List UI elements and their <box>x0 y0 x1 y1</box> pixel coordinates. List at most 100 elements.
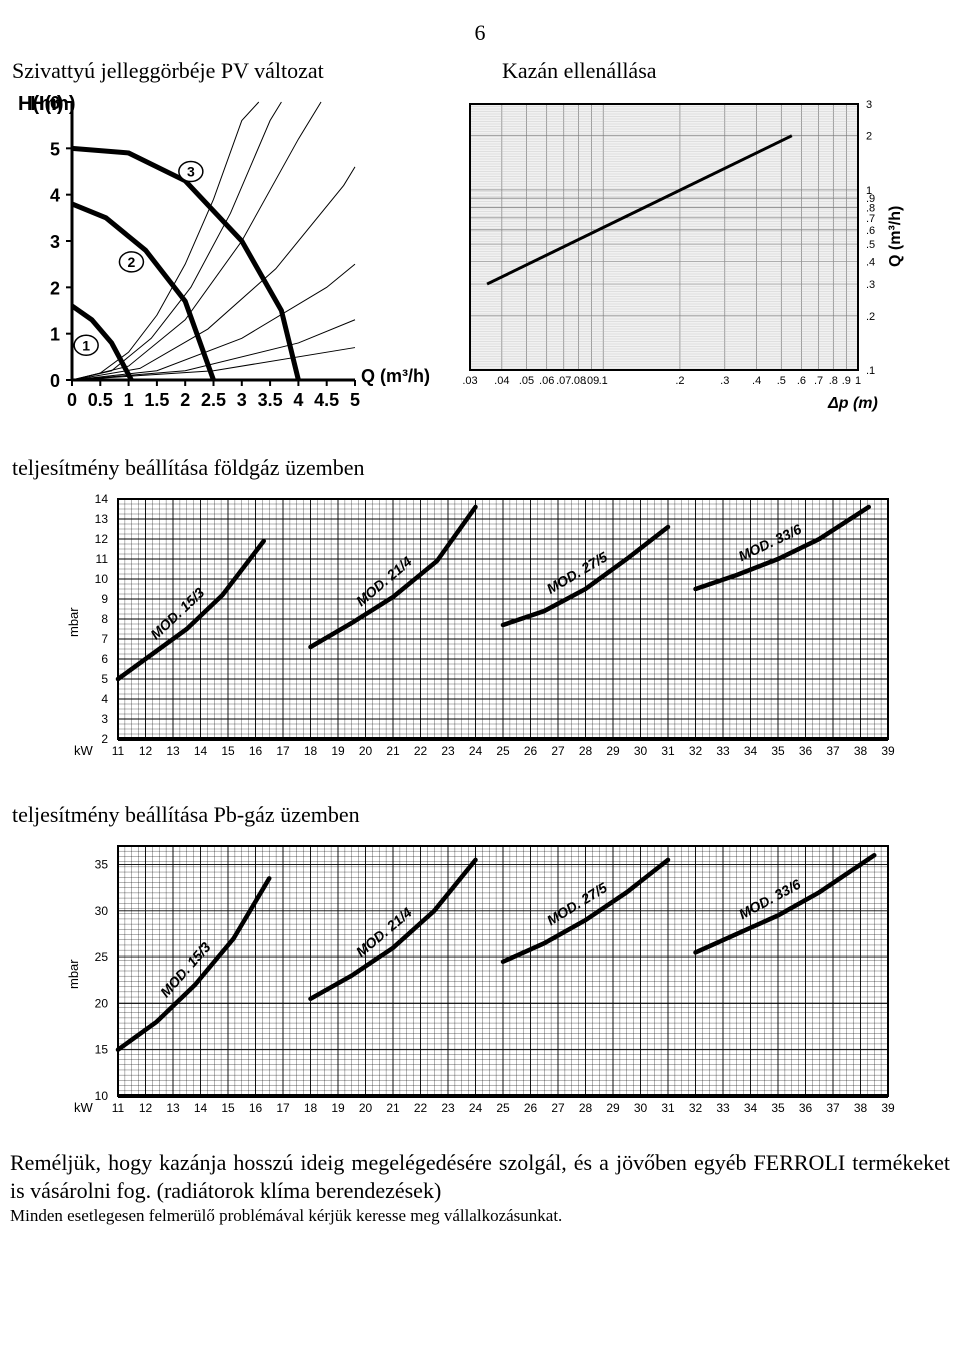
svg-text:1: 1 <box>855 375 861 387</box>
svg-text:30: 30 <box>634 744 648 758</box>
svg-text:1: 1 <box>50 325 60 345</box>
heading-pump-curve: Szivattyú jelleggörbéje PV változat <box>10 58 482 84</box>
svg-text:32: 32 <box>689 1101 703 1115</box>
svg-text:22: 22 <box>414 1101 428 1115</box>
heading-lpg: teljesítmény beállítása Pb-gáz üzemben <box>12 802 950 828</box>
svg-text:29: 29 <box>606 744 620 758</box>
svg-text:MOD. 27/5: MOD. 27/5 <box>544 548 611 596</box>
svg-text:33: 33 <box>716 1101 730 1115</box>
svg-text:14: 14 <box>194 744 208 758</box>
svg-text:0: 0 <box>50 371 60 391</box>
svg-text:35: 35 <box>771 1101 785 1115</box>
svg-text:27: 27 <box>551 744 565 758</box>
svg-text:31: 31 <box>661 744 675 758</box>
svg-text:.8: .8 <box>829 375 838 387</box>
svg-text:4: 4 <box>50 186 60 206</box>
svg-text:20: 20 <box>359 1101 373 1115</box>
svg-text:26: 26 <box>524 1101 538 1115</box>
svg-text:36: 36 <box>799 744 813 758</box>
svg-text:19: 19 <box>331 744 345 758</box>
svg-text:3: 3 <box>237 390 247 410</box>
svg-text:29: 29 <box>606 1101 620 1115</box>
svg-text:19: 19 <box>331 1101 345 1115</box>
svg-text:12: 12 <box>139 1101 153 1115</box>
heading-boiler-resistance: Kazán ellenállása <box>482 58 960 84</box>
svg-text:.2: .2 <box>866 311 875 323</box>
svg-text:.4: .4 <box>752 375 761 387</box>
svg-text:0: 0 <box>67 390 77 410</box>
svg-text:1: 1 <box>124 390 134 410</box>
svg-text:34: 34 <box>744 1101 758 1115</box>
svg-text:.6: .6 <box>797 375 806 387</box>
top-heading-row: Szivattyú jelleggörbéje PV változat Kazá… <box>10 58 950 84</box>
svg-text:22: 22 <box>414 744 428 758</box>
svg-text:28: 28 <box>579 744 593 758</box>
svg-text:mbar: mbar <box>66 607 81 637</box>
svg-text:4: 4 <box>293 390 303 410</box>
svg-text:16: 16 <box>249 744 263 758</box>
svg-text:.5: .5 <box>777 375 786 387</box>
svg-text:2: 2 <box>180 390 190 410</box>
svg-text:.09: .09 <box>584 375 599 387</box>
svg-text:MOD. 33/6: MOD. 33/6 <box>736 521 804 565</box>
svg-text:15: 15 <box>221 744 235 758</box>
svg-text:17: 17 <box>276 1101 290 1115</box>
svg-text:30: 30 <box>634 1101 648 1115</box>
heading-natural-gas: teljesítmény beállítása földgáz üzemben <box>12 455 950 481</box>
svg-text:9: 9 <box>101 592 108 606</box>
svg-text:35: 35 <box>771 744 785 758</box>
svg-text:5: 5 <box>350 390 360 410</box>
svg-text:5: 5 <box>101 672 108 686</box>
svg-text:24: 24 <box>469 1101 483 1115</box>
pump-curve-chart: 012345600.511.522.533.544.55123H(m)Q (m³… <box>10 92 440 427</box>
svg-text:.2: .2 <box>675 375 684 387</box>
svg-text:25: 25 <box>496 1101 510 1115</box>
svg-text:39: 39 <box>881 1101 895 1115</box>
svg-text:15: 15 <box>221 1101 235 1115</box>
footer-text-sub: Minden esetlegesen felmerülő problémával… <box>10 1206 950 1226</box>
svg-text:.07: .07 <box>556 375 571 387</box>
svg-text:0.5: 0.5 <box>88 390 113 410</box>
lpg-chart: 1015202530351112131415161718192021222324… <box>60 836 950 1131</box>
svg-text:21: 21 <box>386 744 400 758</box>
svg-text:.6: .6 <box>866 225 875 237</box>
svg-text:.04: .04 <box>494 375 509 387</box>
svg-text:2.5: 2.5 <box>201 390 226 410</box>
svg-text:14: 14 <box>194 1101 208 1115</box>
svg-text:32: 32 <box>689 744 703 758</box>
svg-text:MOD. 27/5: MOD. 27/5 <box>544 879 610 928</box>
svg-text:7: 7 <box>101 632 108 646</box>
svg-text:mbar: mbar <box>66 959 81 989</box>
natural-gas-chart: 2345678910111213141112131415161718192021… <box>60 489 950 774</box>
svg-text:.1: .1 <box>599 375 608 387</box>
svg-text:13: 13 <box>166 744 180 758</box>
svg-text:36: 36 <box>799 1101 813 1115</box>
svg-text:20: 20 <box>359 744 373 758</box>
svg-text:18: 18 <box>304 744 318 758</box>
svg-text:2: 2 <box>50 278 60 298</box>
svg-text:H(m): H(m) <box>18 93 64 115</box>
svg-text:35: 35 <box>95 858 109 872</box>
svg-text:37: 37 <box>826 1101 840 1115</box>
svg-text:4: 4 <box>101 692 108 706</box>
svg-text:2: 2 <box>128 254 136 270</box>
svg-text:.3: .3 <box>720 375 729 387</box>
svg-text:17: 17 <box>276 744 290 758</box>
svg-text:25: 25 <box>95 950 109 964</box>
svg-text:.05: .05 <box>519 375 534 387</box>
svg-text:37: 37 <box>826 744 840 758</box>
svg-text:3.5: 3.5 <box>258 390 283 410</box>
page-number: 6 <box>10 20 950 46</box>
svg-text:38: 38 <box>854 1101 868 1115</box>
svg-text:16: 16 <box>249 1101 263 1115</box>
svg-text:26: 26 <box>524 744 538 758</box>
svg-text:34: 34 <box>744 744 758 758</box>
svg-text:11: 11 <box>112 744 125 758</box>
svg-text:.06: .06 <box>539 375 554 387</box>
svg-text:21: 21 <box>386 1101 400 1115</box>
svg-text:23: 23 <box>441 744 455 758</box>
svg-text:6: 6 <box>101 652 108 666</box>
svg-text:38: 38 <box>854 744 868 758</box>
svg-text:12: 12 <box>139 744 153 758</box>
svg-text:13: 13 <box>166 1101 180 1115</box>
